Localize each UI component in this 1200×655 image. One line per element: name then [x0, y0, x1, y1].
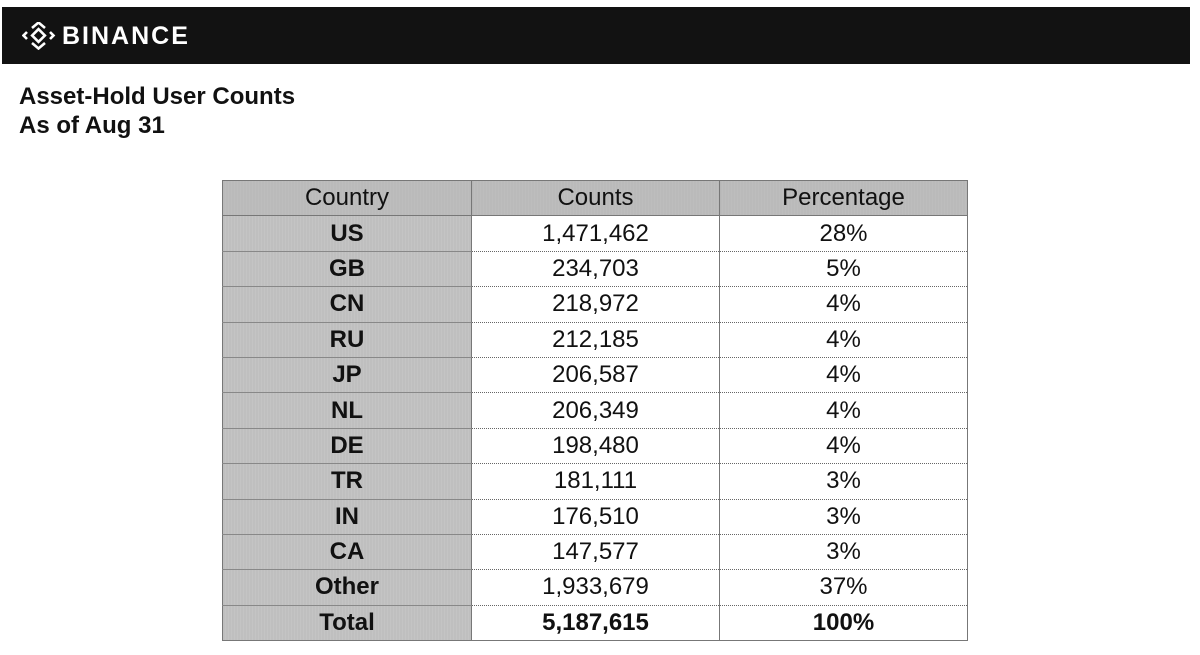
column-header-percentage: Percentage [719, 179, 968, 217]
table-row: JP 206,587 4% [222, 357, 968, 394]
column-header-country: Country [222, 179, 472, 217]
table-body: US 1,471,462 28% GB 234,703 5% CN 218,972 4% RU 21… [222, 215, 968, 642]
percent-cell: 4% [719, 357, 968, 394]
table-row: GB 234,703 5% [222, 251, 968, 288]
page-title: Asset-Hold User Counts As of Aug 31 [19, 82, 295, 140]
percent-cell: 4% [719, 392, 968, 429]
percent-cell: 5% [719, 251, 968, 288]
title-line-1: Asset-Hold User Counts [19, 83, 296, 110]
binance-diamond-logo-icon [22, 22, 56, 50]
table-row: NL 206,349 4% [222, 392, 968, 429]
country-cell: RU [222, 322, 472, 358]
count-cell: 198,480 [471, 428, 720, 465]
percent-cell: 3% [719, 499, 968, 535]
user-counts-table-container: Country Counts Percentage US 1,471,462 28%… [222, 179, 968, 642]
table-row: DE 198,480 4% [222, 428, 968, 465]
country-cell: NL [222, 392, 472, 429]
country-cell: GB [222, 251, 472, 288]
table-row: TR 181,111 3% [222, 463, 968, 500]
country-cell: JP [222, 357, 472, 394]
title-line-2: As of Aug 31 [19, 112, 165, 139]
user-counts-table: Country Counts Percentage US 1,471,462 28%… [222, 179, 968, 642]
table-row: CN 218,972 4% [222, 286, 968, 323]
percent-cell: 4% [719, 428, 968, 465]
column-header-counts: Counts [471, 179, 720, 217]
country-cell: CA [222, 534, 472, 571]
table-row: Other 1,933,679 37% [222, 569, 968, 606]
count-cell: 176,510 [471, 499, 720, 535]
count-cell: 1,933,679 [471, 569, 720, 606]
percent-cell: 4% [719, 286, 968, 323]
total-label: Total [222, 605, 472, 642]
total-count: 5,187,615 [471, 605, 720, 642]
count-cell: 212,185 [471, 322, 720, 358]
total-percent: 100% [719, 605, 968, 642]
brand-logo: BINANCE [22, 22, 190, 50]
count-cell: 206,349 [471, 392, 720, 429]
country-cell: CN [222, 286, 472, 323]
country-cell: US [222, 215, 472, 252]
count-cell: 1,471,462 [471, 215, 720, 252]
table-row: CA 147,577 3% [222, 534, 968, 571]
percent-cell: 37% [719, 569, 968, 606]
percent-cell: 3% [719, 534, 968, 571]
page-edge [1190, 0, 1200, 655]
percent-cell: 3% [719, 463, 968, 500]
table-row: US 1,471,462 28% [222, 215, 968, 252]
table-total-row: Total 5,187,615 100% [222, 605, 968, 642]
count-cell: 147,577 [471, 534, 720, 571]
table-row: RU 212,185 4% [222, 322, 968, 358]
table-header-row: Country Counts Percentage [222, 179, 968, 217]
count-cell: 218,972 [471, 286, 720, 323]
country-cell: TR [222, 463, 472, 500]
country-cell: Other [222, 569, 472, 606]
count-cell: 234,703 [471, 251, 720, 288]
country-cell: DE [222, 428, 472, 465]
table-row: IN 176,510 3% [222, 499, 968, 535]
count-cell: 181,111 [471, 463, 720, 500]
brand-name: BINANCE [62, 22, 190, 50]
country-cell: IN [222, 499, 472, 535]
header-bar: BINANCE [2, 7, 1190, 64]
count-cell: 206,587 [471, 357, 720, 394]
percent-cell: 28% [719, 215, 968, 252]
percent-cell: 4% [719, 322, 968, 358]
